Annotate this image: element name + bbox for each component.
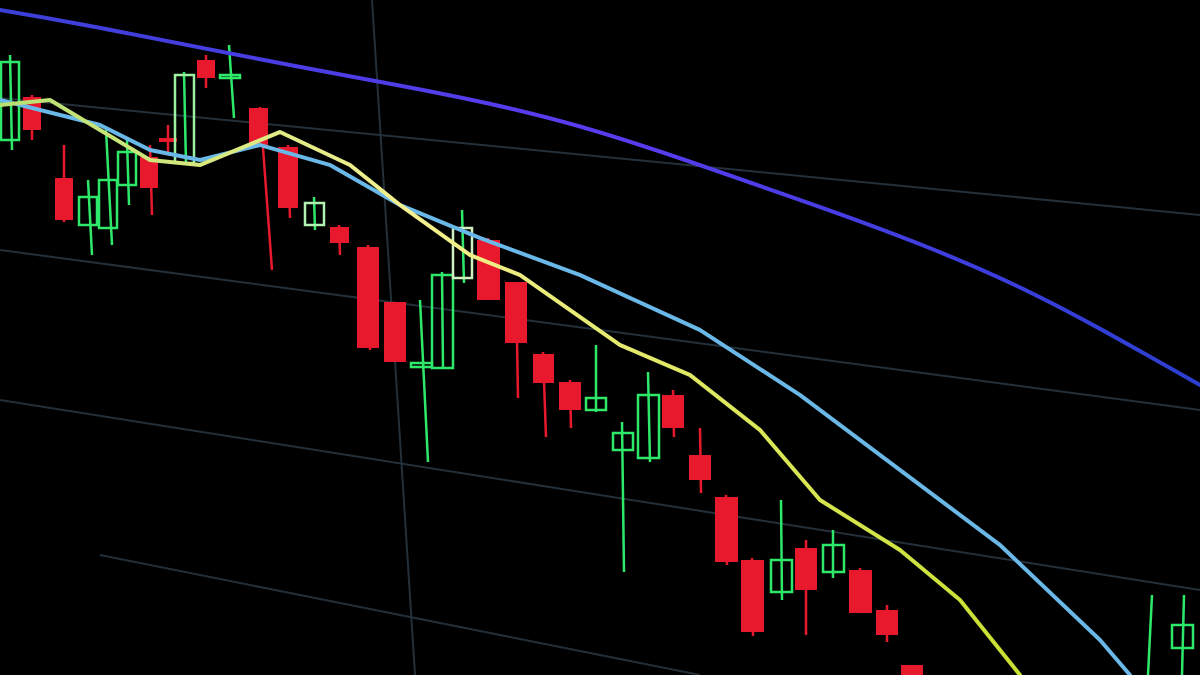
candle bbox=[901, 665, 923, 675]
candle bbox=[689, 427, 711, 494]
candle bbox=[249, 106, 274, 271]
grid-line bbox=[99, 554, 701, 675]
candle bbox=[876, 605, 898, 642]
candle bbox=[584, 345, 608, 412]
candle bbox=[303, 196, 326, 231]
candle bbox=[55, 145, 73, 222]
candle bbox=[430, 271, 455, 370]
candle bbox=[477, 237, 500, 301]
candle bbox=[278, 144, 298, 219]
candle bbox=[821, 530, 846, 578]
moving-average-line bbox=[0, 98, 1022, 675]
candle bbox=[218, 44, 242, 119]
moving-average-line bbox=[0, 8, 1200, 387]
candle bbox=[715, 494, 738, 566]
candle bbox=[741, 557, 764, 637]
candle bbox=[559, 379, 581, 429]
candle bbox=[197, 55, 215, 88]
grid-line bbox=[0, 399, 1200, 591]
candle bbox=[611, 421, 635, 573]
candle bbox=[116, 139, 138, 206]
candle bbox=[662, 389, 684, 438]
candle bbox=[140, 144, 158, 216]
candle bbox=[795, 540, 817, 635]
candle bbox=[505, 281, 527, 399]
candle bbox=[159, 125, 177, 155]
candle bbox=[849, 568, 872, 613]
candle bbox=[357, 244, 379, 351]
candle bbox=[330, 224, 349, 256]
candle bbox=[1170, 594, 1195, 675]
grid-line bbox=[0, 97, 1200, 216]
candle bbox=[97, 129, 119, 246]
candle bbox=[636, 371, 661, 463]
moving-average-line bbox=[0, 98, 1132, 675]
candle bbox=[533, 351, 554, 438]
candle bbox=[451, 209, 474, 284]
candle bbox=[1146, 594, 1154, 675]
candle bbox=[77, 179, 99, 256]
candle bbox=[769, 499, 794, 601]
candle bbox=[384, 302, 406, 362]
bearish-candles bbox=[23, 55, 923, 675]
